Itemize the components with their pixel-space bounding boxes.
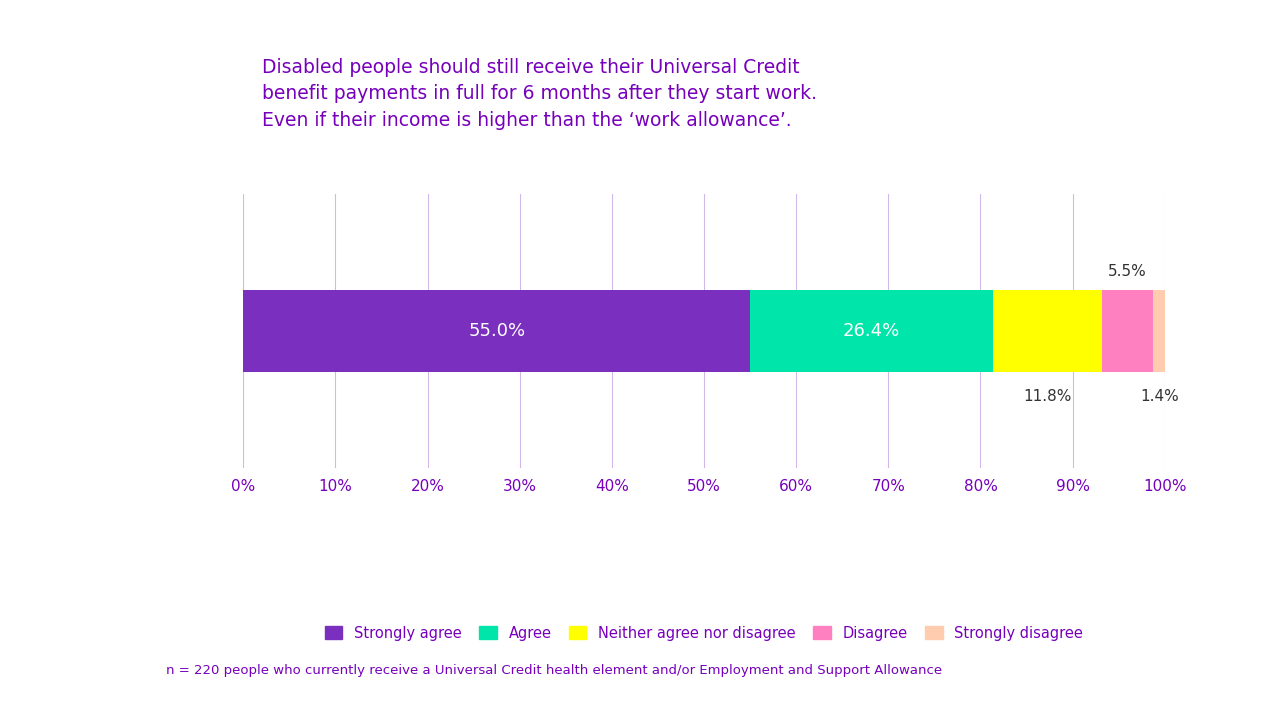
Text: n = 220 people who currently receive a Universal Credit health element and/or Em: n = 220 people who currently receive a U… [166,664,942,677]
Bar [750,290,993,372]
Text: 1.4%: 1.4% [1140,389,1179,404]
Text: Disabled people should still receive their Universal Credit
benefit payments in : Disabled people should still receive the… [262,58,818,130]
Text: 26.4%: 26.4% [844,323,900,341]
Text: 55.0%: 55.0% [468,323,525,341]
Bar [1102,290,1153,372]
Bar [1153,290,1166,372]
Text: 5.5%: 5.5% [1108,264,1147,279]
Legend: Strongly agree, Agree, Neither agree nor disagree, Disagree, Strongly disagree: Strongly agree, Agree, Neither agree nor… [325,626,1083,641]
Bar [243,290,750,372]
Bar [993,290,1102,372]
Text: 11.8%: 11.8% [1024,389,1071,404]
